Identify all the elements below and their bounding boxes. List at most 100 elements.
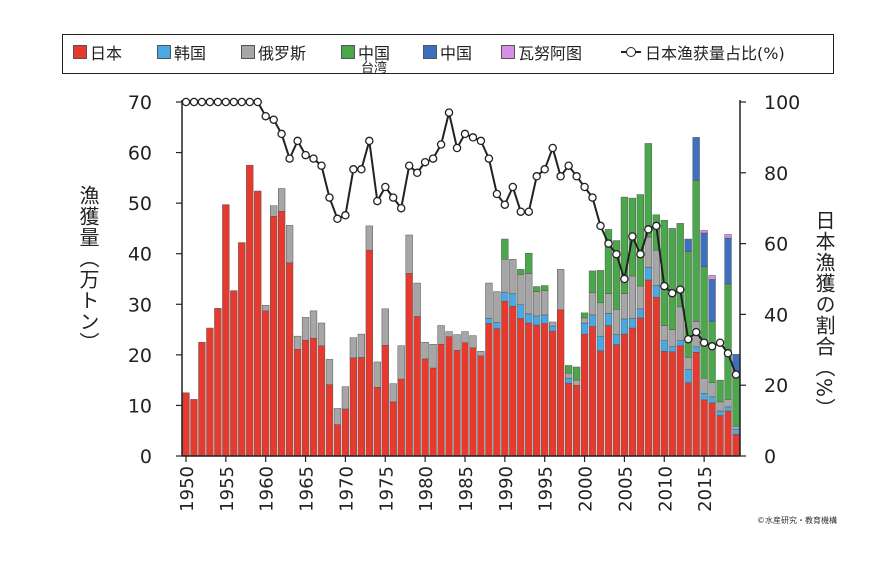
legend-line-marker <box>621 46 641 58</box>
share-point-1959 <box>253 97 262 107</box>
bar-russia-2006 <box>628 275 637 319</box>
bar-japan-1985 <box>461 342 469 457</box>
bar-russia-2013 <box>684 357 692 370</box>
y-left-tick-label-50: 50 <box>128 193 152 215</box>
share-point-2019 <box>731 370 741 379</box>
bar-russia-1980 <box>421 341 429 360</box>
bar-japan-2015 <box>700 399 708 457</box>
share-point-2010 <box>660 281 669 291</box>
bar-japan-1998 <box>564 382 573 457</box>
share-point-2013 <box>683 334 693 344</box>
bar-korea-1988 <box>485 318 493 324</box>
bar-japan-1983 <box>445 336 453 457</box>
share-point-2008 <box>644 225 653 234</box>
legend-label-japan: 日本 <box>90 44 123 63</box>
share-point-1957 <box>237 97 247 107</box>
bar-russia-2001 <box>588 292 597 316</box>
bar-russia-1971 <box>349 337 358 359</box>
bar-japan-1997 <box>557 309 565 457</box>
share-point-2001 <box>588 193 597 202</box>
share-point-2009 <box>652 221 661 231</box>
share-point-1999 <box>572 172 581 181</box>
share-point-1954 <box>213 97 223 107</box>
bar-japan-1982 <box>437 343 445 457</box>
bar-russia-1979 <box>413 282 421 317</box>
bar-taiwan-2010 <box>660 220 668 326</box>
bar-japan-1955 <box>222 204 230 457</box>
bar-japan-1967 <box>317 345 326 457</box>
bar-russia-1976 <box>389 383 397 403</box>
y-left-tick-label-30: 30 <box>128 294 152 316</box>
x-tick-label-2005: 2005 <box>615 466 636 512</box>
bar-china-2013 <box>684 238 692 252</box>
x-tick-label-1955: 1955 <box>217 466 238 512</box>
bar-korea-2015 <box>700 393 708 401</box>
bar-japan-2009 <box>652 296 660 457</box>
y-left-tick-label-40: 40 <box>128 244 152 266</box>
bar-japan-2019 <box>732 434 740 457</box>
bar-japan-1979 <box>413 316 421 457</box>
bar-korea-2006 <box>628 318 637 329</box>
bar-japan-1992 <box>517 318 525 457</box>
bar-japan-1962 <box>278 210 286 457</box>
bar-korea-1998 <box>564 377 573 384</box>
bar-japan-1965 <box>301 339 310 457</box>
share-point-1988 <box>484 154 494 163</box>
bar-japan-1964 <box>293 349 302 457</box>
bar-russia-1967 <box>317 322 326 347</box>
bar-russia-1991 <box>509 259 517 294</box>
bar-japan-1996 <box>549 330 557 457</box>
legend-label-share: 日本渔获量占比(%) <box>645 44 785 63</box>
bar-russia-1974 <box>373 361 381 388</box>
bar-russia-1964 <box>293 335 302 350</box>
bar-japan-2018 <box>724 410 732 457</box>
legend-item-taiwan: 中国 <box>341 41 390 63</box>
y-right-tick-label-100: 100 <box>764 92 800 114</box>
bar-taiwan-1995 <box>541 285 549 291</box>
bar-japan-1966 <box>309 337 318 457</box>
legend-swatch-russia <box>241 45 255 59</box>
bar-russia-1977 <box>397 345 405 380</box>
bar-taiwan-2011 <box>668 228 676 330</box>
bar-korea-2007 <box>636 308 644 319</box>
legend-swatch-vanuatu <box>501 45 515 59</box>
bar-china-2018 <box>724 237 732 285</box>
bar-korea-1995 <box>541 314 549 324</box>
bar-korea-1996 <box>549 325 557 332</box>
bar-russia-1996 <box>549 321 557 327</box>
bar-korea-1989 <box>493 322 501 329</box>
bar-russia-1988 <box>485 282 493 319</box>
y-left-tick-label-10: 10 <box>128 395 152 417</box>
bar-russia-1990 <box>501 259 509 293</box>
bar-russia-1981 <box>429 343 437 369</box>
share-line <box>186 101 737 375</box>
share-point-2007 <box>636 249 645 259</box>
y-right-tick-label-0: 0 <box>764 446 776 468</box>
share-point-1964 <box>293 136 302 146</box>
bar-japan-1989 <box>493 328 501 457</box>
bar-japan-1968 <box>325 384 334 457</box>
bar-russia-1995 <box>541 290 549 316</box>
bar-japan-2014 <box>692 352 700 457</box>
chart-legend: 日本 韩国 俄罗斯 中国 台湾 中国 瓦努阿图 日本渔获量占比(%) <box>62 34 834 76</box>
legend-item-japan: 日本 <box>73 41 122 63</box>
share-point-1977 <box>396 203 406 213</box>
bar-japan-1951 <box>190 399 198 457</box>
bar-russia-1982 <box>437 325 445 345</box>
share-point-2000 <box>580 182 589 192</box>
share-point-1996 <box>548 143 557 153</box>
bar-japan-2012 <box>676 345 684 457</box>
bar-russia-2011 <box>668 329 676 348</box>
bar-russia-1998 <box>564 372 573 379</box>
x-tick-label-2000: 2000 <box>576 466 597 512</box>
legend-label-taiwan-line2: 台湾 <box>361 61 388 76</box>
share-point-1994 <box>532 172 541 181</box>
bar-taiwan-2015 <box>700 266 708 379</box>
bar-japan-1994 <box>533 324 541 457</box>
share-point-2003 <box>604 239 613 248</box>
x-tick-label-2010: 2010 <box>655 466 676 512</box>
legend-swatch-korea <box>157 45 171 59</box>
bar-japan-1973 <box>365 249 373 457</box>
bar-russia-1963 <box>285 225 294 264</box>
bar-japan-2004 <box>612 344 621 457</box>
